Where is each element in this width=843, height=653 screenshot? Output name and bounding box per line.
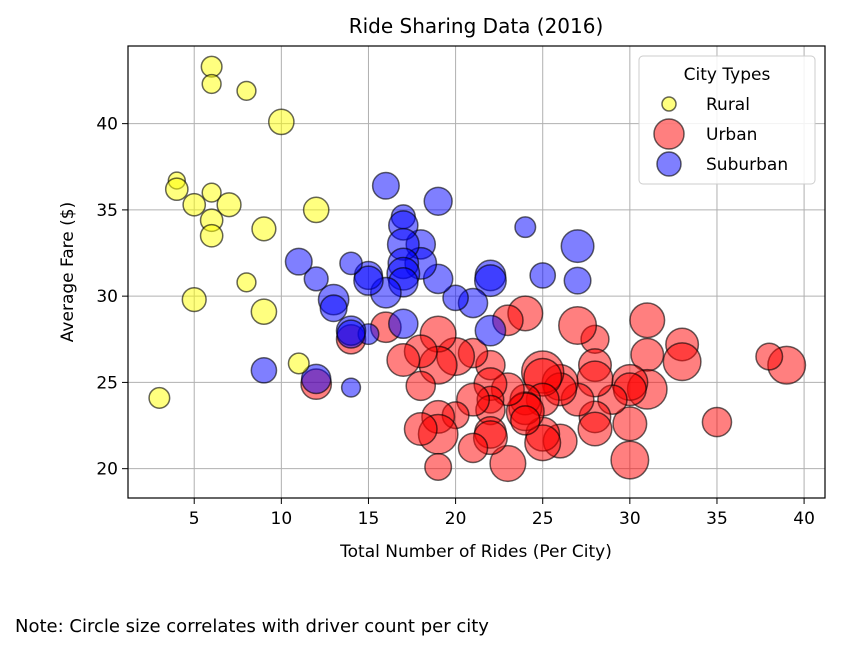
y-tick-label: 40 xyxy=(96,115,118,135)
data-point xyxy=(755,342,784,371)
plot-frame xyxy=(127,45,826,499)
series-rural xyxy=(148,55,330,409)
data-point xyxy=(216,192,242,218)
data-point xyxy=(251,216,277,242)
data-point xyxy=(509,405,541,436)
data-point xyxy=(701,406,733,438)
y-tick-label: 25 xyxy=(96,373,118,393)
data-point xyxy=(610,440,650,480)
legend-marker-rural xyxy=(661,96,677,112)
legend-title: City Types xyxy=(684,65,771,85)
data-point xyxy=(388,308,419,340)
data-point xyxy=(529,262,557,289)
legend-box xyxy=(638,55,816,185)
data-point xyxy=(181,286,207,313)
data-point xyxy=(403,411,438,447)
series-suburban xyxy=(250,171,595,398)
footnote: Note: Circle size correlates with driver… xyxy=(15,616,489,637)
data-point xyxy=(164,177,189,202)
data-point xyxy=(457,432,489,464)
x-tick-label: 20 xyxy=(445,509,467,529)
legend-marker-urban xyxy=(653,118,685,150)
data-point xyxy=(662,342,702,382)
data-point xyxy=(250,298,278,326)
y-axis-label: Average Fare ($) xyxy=(58,202,78,342)
x-tick-label: 10 xyxy=(271,509,293,529)
data-point xyxy=(236,272,257,293)
data-point xyxy=(558,305,598,346)
data-point xyxy=(524,424,562,462)
chart-title: Ride Sharing Data (2016) xyxy=(349,14,604,38)
data-point xyxy=(563,266,592,295)
data-point xyxy=(319,294,348,323)
y-tick-label: 20 xyxy=(96,460,118,480)
data-point xyxy=(474,314,507,347)
data-point xyxy=(442,284,469,312)
data-point xyxy=(386,342,421,378)
legend-label-suburban: Suburban xyxy=(706,155,788,175)
series-urban xyxy=(300,295,807,483)
data-point xyxy=(201,182,222,203)
data-point xyxy=(336,319,366,349)
x-tick-label: 25 xyxy=(532,509,554,529)
data-point xyxy=(199,223,224,248)
y-tick-label: 30 xyxy=(96,287,118,307)
data-point xyxy=(250,356,278,384)
data-point xyxy=(514,216,537,239)
data-point xyxy=(303,266,329,292)
data-point xyxy=(629,302,666,339)
legend-label-urban: Urban xyxy=(706,125,757,145)
data-point xyxy=(577,411,613,447)
data-point xyxy=(423,186,453,216)
x-tick-label: 5 xyxy=(189,509,200,529)
data-point xyxy=(182,192,207,217)
data-point xyxy=(353,265,384,296)
data-point xyxy=(287,352,310,375)
legend: City Types Rural Urban Suburban xyxy=(638,55,816,185)
legend-marker-suburban xyxy=(656,151,682,177)
data-point xyxy=(424,452,453,481)
data-points xyxy=(148,55,807,483)
x-axis-label: Total Number of Rides (Per City) xyxy=(339,542,612,562)
data-point xyxy=(405,370,437,402)
legend-label-rural: Rural xyxy=(706,95,750,115)
x-tick-label: 30 xyxy=(619,509,641,529)
data-point xyxy=(302,196,330,224)
x-tick-label: 15 xyxy=(358,509,380,529)
data-point xyxy=(473,264,507,298)
data-point xyxy=(236,80,257,101)
data-point xyxy=(267,108,295,136)
data-point xyxy=(339,251,363,276)
data-point xyxy=(560,229,595,264)
y-tick-label: 35 xyxy=(96,201,118,221)
data-point xyxy=(284,247,313,276)
data-point xyxy=(300,363,332,395)
data-point xyxy=(201,73,222,95)
data-point xyxy=(489,444,527,483)
x-tick-label: 35 xyxy=(706,509,728,529)
axis-ticks: 5 10 15 20 25 30 35 40 20 25 30 35 40 xyxy=(96,115,815,529)
x-tick-label: 40 xyxy=(793,509,815,529)
data-point xyxy=(371,171,400,200)
data-point xyxy=(340,377,362,398)
data-point xyxy=(148,386,171,409)
